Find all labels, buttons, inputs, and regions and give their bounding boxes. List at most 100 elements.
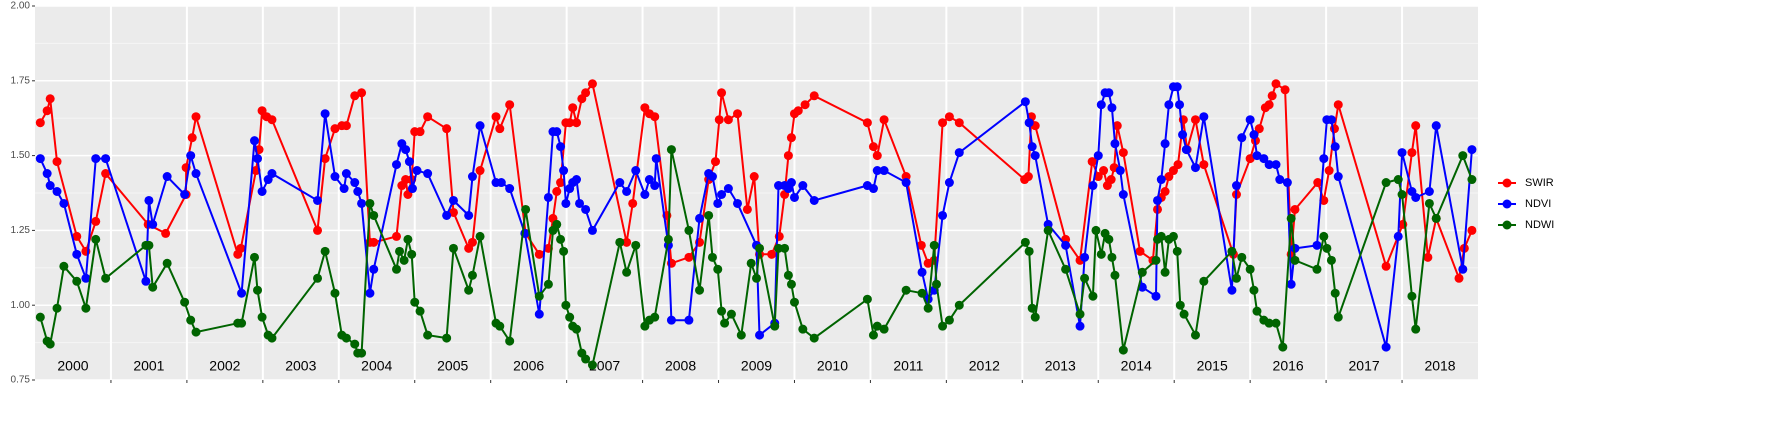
data-point bbox=[187, 133, 197, 143]
data-point bbox=[1043, 225, 1053, 235]
data-point bbox=[1075, 321, 1085, 331]
data-point bbox=[552, 187, 562, 197]
data-point bbox=[101, 273, 111, 283]
data-point bbox=[938, 210, 948, 220]
data-point bbox=[186, 315, 196, 325]
data-point bbox=[575, 198, 585, 208]
data-point bbox=[1431, 121, 1441, 131]
data-point bbox=[879, 166, 889, 176]
data-point bbox=[1156, 231, 1166, 241]
data-point bbox=[944, 178, 954, 188]
data-point bbox=[552, 127, 562, 137]
data-point bbox=[713, 264, 723, 274]
data-point bbox=[707, 252, 717, 262]
y-tick-label: 1.75 bbox=[11, 75, 31, 86]
data-point bbox=[350, 178, 360, 188]
data-point bbox=[320, 109, 330, 119]
data-point bbox=[1319, 154, 1329, 164]
year-label: 2007 bbox=[589, 358, 620, 374]
data-point bbox=[556, 178, 566, 188]
data-point bbox=[615, 178, 625, 188]
data-point bbox=[42, 106, 52, 116]
data-point bbox=[1190, 330, 1200, 340]
year-label: 2012 bbox=[969, 358, 1000, 374]
year-label: 2013 bbox=[1045, 358, 1076, 374]
data-point bbox=[1172, 82, 1182, 92]
data-point bbox=[91, 234, 101, 244]
data-point bbox=[1282, 178, 1292, 188]
data-point bbox=[423, 330, 433, 340]
data-point bbox=[1275, 175, 1285, 185]
data-point bbox=[868, 184, 878, 194]
data-point bbox=[713, 198, 723, 208]
year-label: 2003 bbox=[285, 358, 316, 374]
year-label: 2009 bbox=[741, 358, 772, 374]
data-point bbox=[45, 94, 55, 104]
year-label: 2016 bbox=[1273, 358, 1304, 374]
data-point bbox=[1093, 172, 1103, 182]
data-point bbox=[467, 237, 477, 247]
data-point bbox=[505, 100, 515, 110]
data-point bbox=[1458, 151, 1468, 161]
data-point bbox=[1411, 121, 1421, 131]
data-point bbox=[1249, 130, 1259, 140]
data-point bbox=[1093, 151, 1103, 161]
y-tick-label: 1.50 bbox=[11, 150, 31, 161]
data-point bbox=[552, 219, 562, 229]
data-point bbox=[923, 303, 933, 313]
data-point bbox=[464, 285, 474, 295]
data-point bbox=[1231, 273, 1241, 283]
data-point bbox=[556, 234, 566, 244]
data-point bbox=[1381, 261, 1391, 271]
data-point bbox=[423, 112, 433, 122]
data-point bbox=[467, 172, 477, 182]
data-point bbox=[868, 330, 878, 340]
data-point bbox=[1118, 148, 1128, 158]
year-label: 2017 bbox=[1349, 358, 1380, 374]
data-point bbox=[786, 133, 796, 143]
data-point bbox=[475, 121, 485, 131]
data-point bbox=[1199, 160, 1209, 170]
data-point bbox=[1027, 303, 1037, 313]
data-point bbox=[568, 103, 578, 113]
data-point bbox=[395, 246, 405, 256]
data-point bbox=[1333, 172, 1343, 182]
data-point bbox=[467, 270, 477, 280]
year-label: 2001 bbox=[133, 358, 164, 374]
data-point bbox=[868, 142, 878, 152]
data-point bbox=[1020, 237, 1030, 247]
data-point bbox=[650, 181, 660, 191]
data-point bbox=[407, 184, 417, 194]
year-label: 2014 bbox=[1121, 358, 1152, 374]
data-point bbox=[1252, 306, 1262, 316]
data-point bbox=[1467, 145, 1477, 155]
data-point bbox=[1164, 100, 1174, 110]
data-point bbox=[1096, 100, 1106, 110]
data-point bbox=[1286, 213, 1296, 223]
data-point bbox=[35, 154, 45, 164]
data-point bbox=[505, 184, 515, 194]
data-point bbox=[1061, 264, 1071, 274]
data-point bbox=[180, 189, 190, 199]
data-point bbox=[401, 145, 411, 155]
data-point bbox=[581, 88, 591, 98]
data-point bbox=[464, 210, 474, 220]
data-point bbox=[191, 169, 201, 179]
data-point bbox=[1424, 187, 1434, 197]
data-point bbox=[543, 192, 553, 202]
data-point bbox=[917, 288, 927, 298]
data-point bbox=[1178, 130, 1188, 140]
data-point bbox=[663, 234, 673, 244]
data-point bbox=[257, 312, 267, 322]
data-point bbox=[1231, 181, 1241, 191]
data-point bbox=[565, 118, 575, 128]
data-point bbox=[1271, 79, 1281, 89]
data-point bbox=[631, 240, 641, 250]
data-point bbox=[543, 279, 553, 289]
data-point bbox=[1264, 318, 1274, 328]
data-point bbox=[720, 318, 730, 328]
data-point bbox=[392, 160, 402, 170]
data-point bbox=[1088, 291, 1098, 301]
data-point bbox=[1190, 115, 1200, 125]
data-point bbox=[786, 279, 796, 289]
